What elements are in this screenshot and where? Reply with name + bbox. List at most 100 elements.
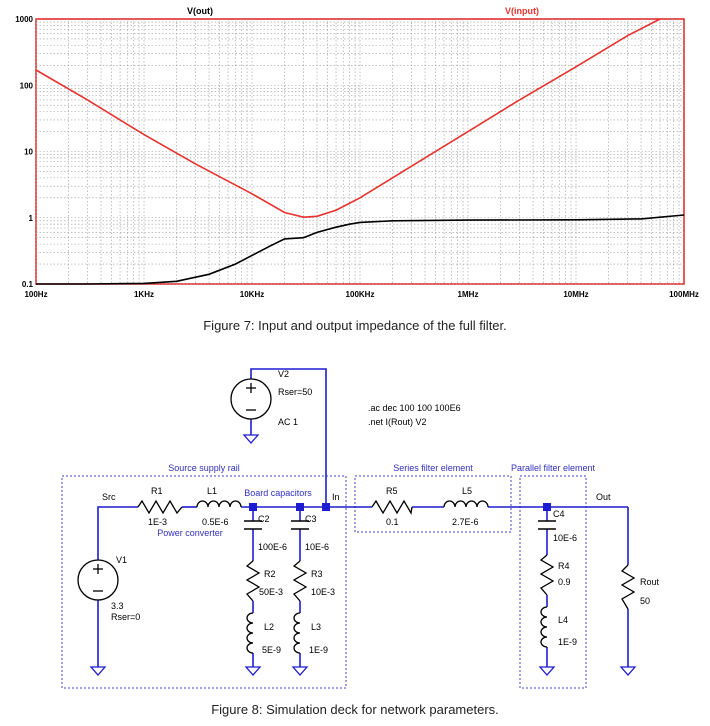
v1-name: V1: [116, 555, 127, 565]
legend-vout: V(out): [187, 6, 213, 16]
l4-name: L4: [558, 615, 568, 625]
ground-c2: [244, 666, 262, 676]
r5-symbol: [371, 499, 413, 515]
ground-c3: [291, 666, 309, 676]
c3-symbol: [291, 520, 309, 530]
l4-value: 1E-9: [558, 637, 577, 647]
src-label: Src: [102, 492, 116, 502]
v2-symbol: [230, 378, 272, 420]
r4-name: R4: [558, 561, 570, 571]
rout-name: Rout: [640, 577, 660, 587]
x-tick-label: 100KHz: [346, 290, 375, 299]
c4-value: 10E-6: [553, 533, 577, 543]
r4-symbol: [539, 554, 555, 596]
resistors: [137, 499, 636, 610]
r3-symbol: [292, 560, 308, 602]
c2-value: 100E-6: [258, 542, 287, 552]
l5-name: L5: [462, 486, 472, 496]
l5-symbol: [443, 500, 489, 508]
in-label: In: [332, 492, 340, 502]
r3-value: 10E-3: [311, 587, 335, 597]
l2-symbol: [246, 612, 254, 654]
l1-value: 0.5E-6: [202, 517, 229, 527]
l5-value: 2.7E-6: [452, 517, 479, 527]
l1-name: L1: [207, 486, 217, 496]
c3-name: C3: [305, 514, 317, 524]
v2-name: V2: [278, 369, 289, 379]
rout-symbol: [620, 564, 636, 610]
capacitors: [244, 520, 556, 530]
c3-value: 10E-6: [305, 542, 329, 552]
l2-name: L2: [264, 622, 274, 632]
axis-ticks: 100Hz 1KHz 10KHz 100KHz 1MHz 10MHz 100MHz 0.1 1 1…: [15, 15, 699, 299]
x-tick-label: 1MHz: [458, 290, 479, 299]
r1-symbol: [137, 499, 183, 515]
v2-ac: AC 1: [278, 417, 298, 427]
c2-name: C2: [258, 514, 270, 524]
junction-c2: [249, 503, 257, 511]
v1-value: 3.3: [111, 601, 124, 611]
inductors: [196, 500, 548, 654]
r2-name: R2: [264, 569, 276, 579]
y-tick-label: 1000: [15, 15, 33, 24]
series-vout-line: [36, 214, 685, 285]
x-tick-label: 100MHz: [669, 290, 699, 299]
directive-ac: .ac dec 100 100 100E6: [368, 403, 461, 413]
figure8-caption: Figure 8: Simulation deck for network pa…: [211, 702, 499, 717]
c2-symbol: [244, 520, 262, 530]
parallel-filter-label: Parallel filter element: [511, 463, 596, 473]
series-lines: [35, 18, 685, 285]
directive-net: .net I(Rout) V2: [368, 417, 427, 427]
grounds: [89, 434, 637, 676]
l3-value: 1E-9: [309, 645, 328, 655]
y-tick-label: 0.1: [22, 280, 34, 289]
ground-rout: [619, 666, 637, 676]
legend-vinput: V(input): [505, 6, 539, 16]
junction-c4: [543, 503, 551, 511]
source-rail-label: Source supply rail: [168, 463, 240, 473]
l2-value: 5E-9: [262, 645, 281, 655]
x-tick-label: 10MHz: [563, 290, 588, 299]
ground-c4: [538, 666, 556, 676]
l3-symbol: [293, 612, 301, 654]
c4-symbol: [538, 520, 556, 530]
series-filter-box: [354, 475, 512, 533]
l4-symbol: [540, 606, 548, 648]
ground-v1: [89, 666, 107, 676]
y-tick-label: 100: [20, 81, 34, 90]
junction-c3: [296, 503, 304, 511]
parallel-filter-box: [519, 475, 587, 689]
wires: [97, 368, 629, 667]
r3-name: R3: [311, 569, 323, 579]
r4-value: 0.9: [558, 577, 571, 587]
x-tick-label: 100Hz: [24, 290, 47, 299]
junction-in: [322, 503, 330, 511]
power-converter-label: Power converter: [157, 528, 223, 538]
v2-rser: Rser=50: [278, 387, 312, 397]
r1-value: 1E-3: [148, 517, 167, 527]
out-label: Out: [596, 492, 611, 502]
y-tick-label: 10: [24, 148, 33, 157]
source-rail-box: [61, 475, 347, 689]
r1-name: R1: [151, 486, 163, 496]
r2-value: 50E-3: [259, 587, 283, 597]
series-vinput-line: [35, 18, 661, 219]
board-caps-label: Board capacitors: [244, 488, 312, 498]
voltage-sources: [77, 378, 272, 601]
r2-symbol: [245, 560, 261, 602]
y-tick-label: 1: [29, 214, 34, 223]
impedance-chart: 100Hz 1KHz 10KHz 100KHz 1MHz 10MHz 100MHz 0.1 1 1…: [15, 6, 699, 299]
c4-name: C4: [553, 509, 565, 519]
rout-value: 50: [640, 596, 650, 606]
x-tick-label: 1KHz: [134, 290, 154, 299]
l3-name: L3: [311, 622, 321, 632]
x-tick-label: 10KHz: [240, 290, 264, 299]
v1-symbol: [77, 559, 119, 601]
r5-value: 0.1: [386, 517, 399, 527]
grid: [35, 19, 684, 285]
v1-rser: Rser=0: [111, 612, 140, 622]
series-filter-label: Series filter element: [393, 463, 473, 473]
junctions: [249, 503, 551, 511]
schematic: .ac dec 100 100 100E6 .net I(Rout) V2 So…: [61, 368, 660, 689]
l1-symbol: [196, 500, 242, 508]
